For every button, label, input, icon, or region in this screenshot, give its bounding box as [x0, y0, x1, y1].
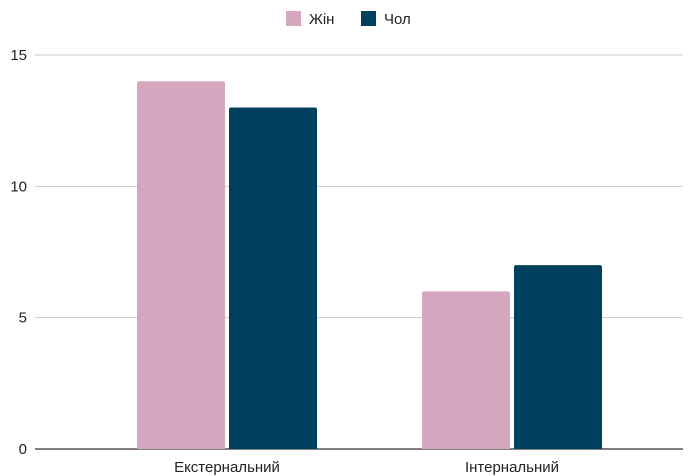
legend-swatch: [286, 11, 301, 26]
y-axis-tick-labels: 0 5 10 15: [10, 47, 27, 458]
bar-chol-internalnyi: [514, 265, 602, 449]
legend-label: Жін: [309, 11, 334, 28]
legend-item: Жін: [286, 11, 334, 28]
legend-item: Чол: [361, 11, 411, 28]
y-tick-label: 15: [10, 47, 27, 64]
bars: [137, 81, 602, 450]
x-category-label: Екстернальний: [174, 459, 280, 476]
bar-zhin-eksternalnyi: [137, 81, 225, 450]
legend-label: Чол: [384, 11, 411, 28]
y-tick-label: 10: [10, 178, 27, 195]
y-tick-label: 5: [19, 310, 27, 327]
x-axis-category-labels: Екстернальний Інтернальний: [174, 459, 559, 476]
y-tick-label: 0: [19, 441, 27, 458]
bar-chol-eksternalnyi: [229, 107, 317, 450]
legend: Жін Чол: [286, 11, 411, 28]
bar-zhin-internalnyi: [422, 291, 510, 449]
legend-swatch: [361, 11, 376, 26]
x-category-label: Інтернальний: [465, 459, 559, 476]
